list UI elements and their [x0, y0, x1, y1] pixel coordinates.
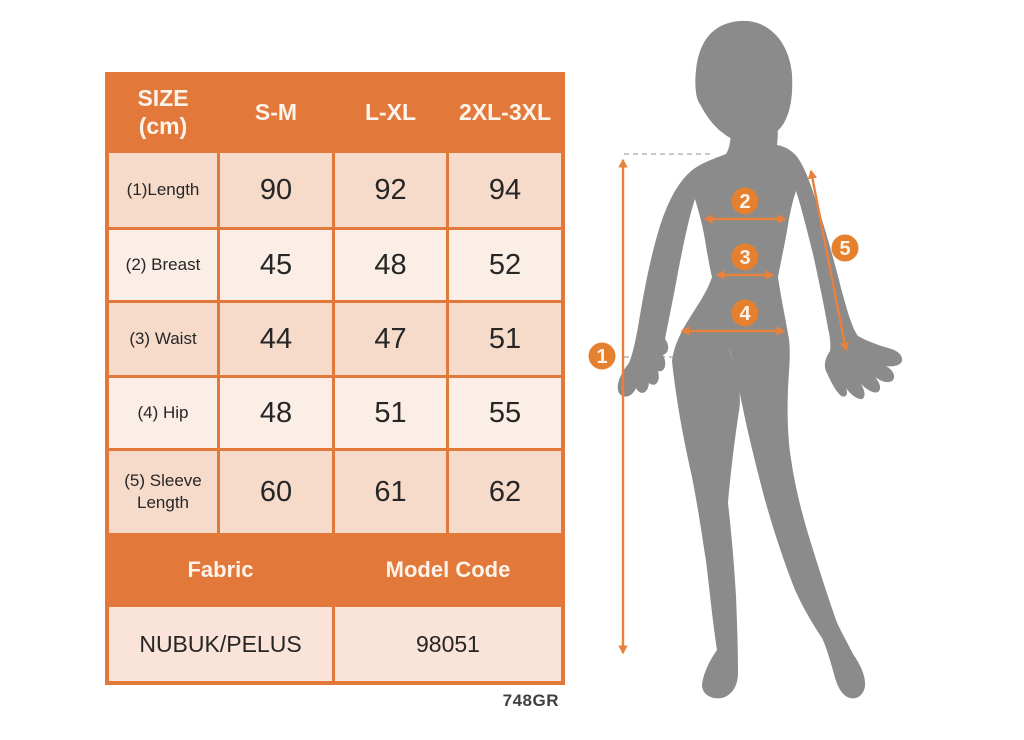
female-body-silhouette [617, 20, 903, 699]
value-length-lxl: 92 [335, 153, 446, 227]
badge-4-number: 4 [739, 303, 751, 325]
value-length-sm: 90 [220, 153, 332, 227]
badge-2-number: 2 [739, 191, 750, 213]
value-sleeve-2xl3xl: 62 [449, 451, 561, 533]
badge-3-circle [731, 243, 759, 271]
value-hip-lxl: 51 [335, 378, 446, 448]
badge-4-circle [731, 299, 759, 327]
value-sleeve-lxl: 61 [335, 451, 446, 533]
row-label-length: (1)Length [109, 153, 217, 227]
measurement-badges: 1 2 3 4 5 [588, 187, 859, 370]
fabric-value: NUBUK/PELUS [109, 607, 332, 681]
row-label-hip: (4) Hip [109, 378, 217, 448]
size-header-line2: (cm) [138, 113, 188, 139]
value-breast-lxl: 48 [335, 230, 446, 300]
value-waist-lxl: 47 [335, 303, 446, 375]
column-header-2xl3xl: 2XL-3XL [458, 99, 552, 126]
badge-2-circle [731, 187, 759, 215]
fabric-header: Fabric [187, 556, 254, 582]
badge-5-circle [831, 234, 859, 262]
badge-3-number: 3 [739, 247, 750, 269]
silhouette-body [617, 124, 903, 699]
value-waist-2xl3xl: 51 [449, 303, 561, 375]
size-unit-header: SIZE (cm) [109, 76, 217, 150]
model-code-value: 98051 [335, 607, 561, 681]
value-hip-2xl3xl: 55 [449, 378, 561, 448]
value-breast-sm: 45 [220, 230, 332, 300]
badge-1-number: 1 [596, 346, 607, 368]
value-length-2xl3xl: 94 [449, 153, 561, 227]
badge-1-circle [588, 342, 616, 370]
measurement-arrows [618, 158, 850, 655]
value-waist-sm: 44 [220, 303, 332, 375]
value-sleeve-sm: 60 [220, 451, 332, 533]
value-breast-2xl3xl: 52 [449, 230, 561, 300]
badge-5-number: 5 [839, 238, 850, 260]
row-label-breast: (2) Breast [109, 230, 217, 300]
row-label-sleeve-length: (5) Sleeve Length [109, 451, 217, 533]
model-code-header: Model Code [385, 556, 511, 582]
sleeve-measure-arrow [807, 169, 850, 352]
row-label-waist: (3) Waist [109, 303, 217, 375]
size-chart-table: SIZE (cm) S-M L-XL 2XL-3XL (1)Length 90 … [105, 72, 565, 685]
silhouette-head [695, 20, 793, 143]
value-hip-sm: 48 [220, 378, 332, 448]
style-code-footnote: 748GR [502, 691, 559, 710]
size-header-line1: SIZE [137, 85, 189, 112]
column-header-sm: S-M [254, 99, 298, 126]
column-header-lxl: L-XL [364, 99, 417, 126]
